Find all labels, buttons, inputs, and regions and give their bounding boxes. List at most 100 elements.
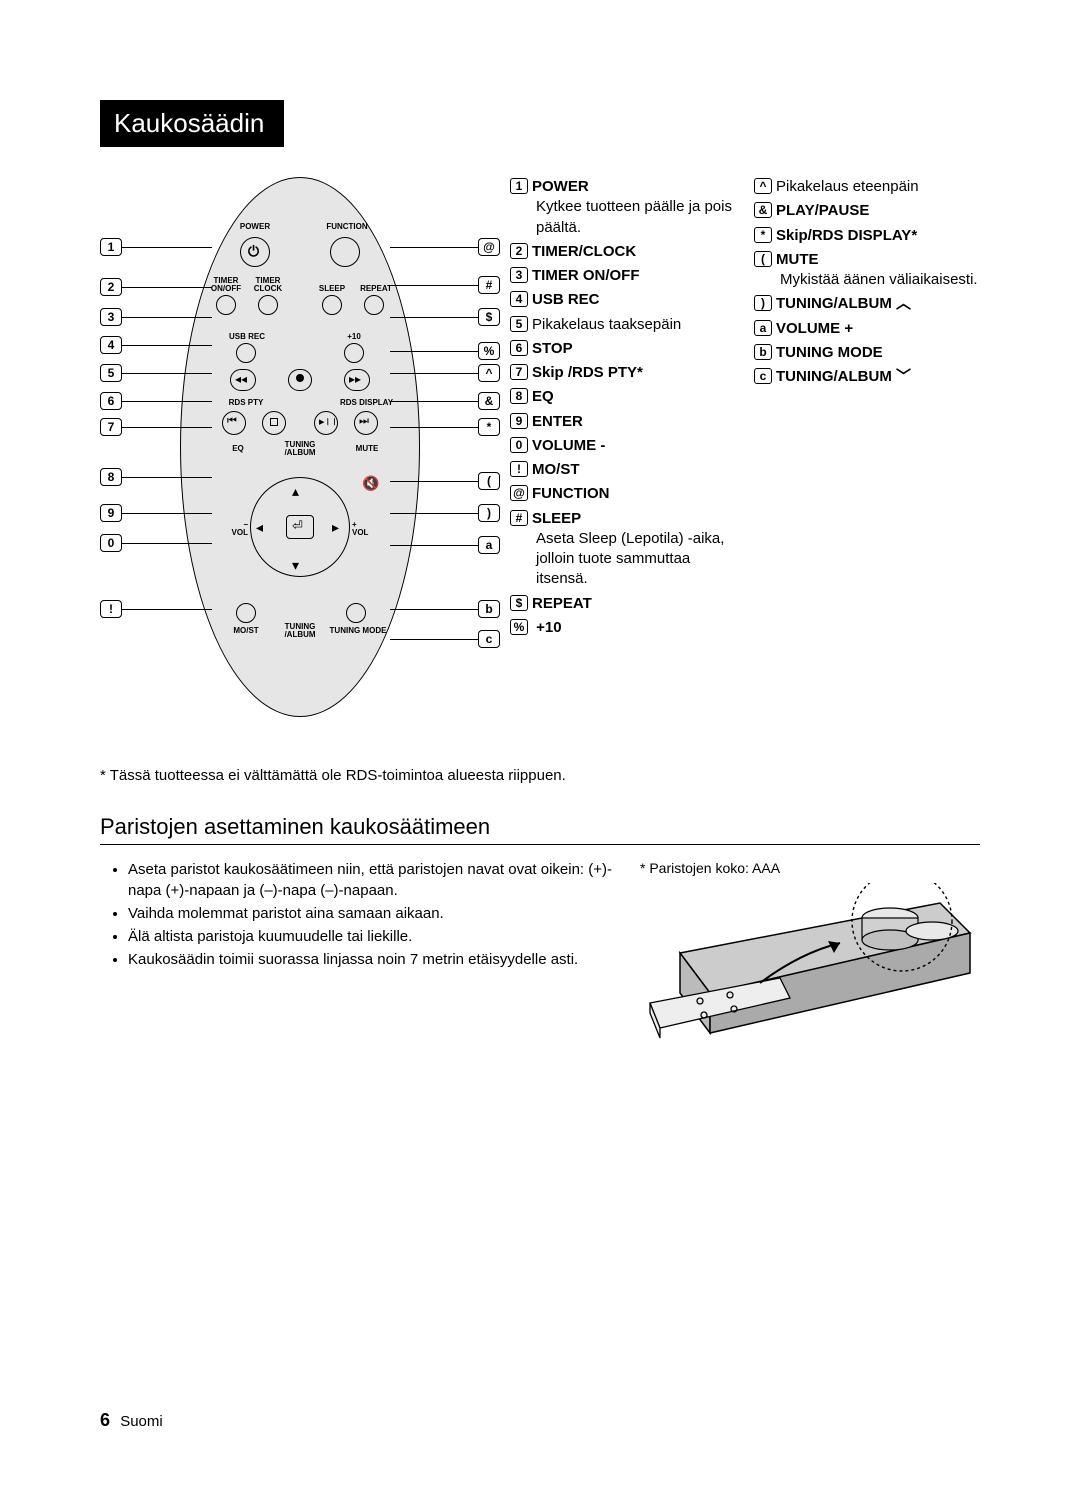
callout-5: 5 — [100, 364, 122, 382]
btn-timer-onoff — [216, 295, 236, 315]
lbl-rdsdisp: RDS DISPLAY — [340, 399, 396, 407]
callout-line — [390, 317, 478, 318]
dpad-down-icon: ▾ — [292, 557, 299, 574]
mute-icon: 🔇 — [362, 475, 379, 492]
callout-!: ! — [100, 600, 122, 618]
battery-bullet: Älä altista paristoja kuumuudelle tai li… — [128, 926, 620, 947]
legend-item: 0VOLUME - — [510, 436, 736, 456]
legend-item: bTUNING MODE — [754, 343, 980, 363]
legend-item: 5Pikakelaus taaksepäin — [510, 315, 736, 335]
lbl-power: POWER — [232, 223, 278, 231]
callout-6: 6 — [100, 392, 122, 410]
callout-%: % — [478, 342, 500, 360]
callout-c: c — [478, 630, 500, 648]
btn-most — [236, 603, 256, 623]
skipback-icon: ⏮ — [227, 415, 237, 428]
callout-(: ( — [478, 472, 500, 490]
callout-a: a — [478, 536, 500, 554]
legend-item: 6STOP — [510, 339, 736, 359]
legend-item: *Skip/RDS DISPLAY* — [754, 226, 980, 246]
lbl-most: MO/ST — [224, 627, 268, 635]
lbl-volminus: − VOL — [218, 521, 248, 537]
callout-line — [122, 513, 212, 514]
callout-0: 0 — [100, 534, 122, 552]
btn-sleep — [322, 295, 342, 315]
rec-icon — [296, 374, 304, 382]
dpad-up-icon: ▴ — [292, 483, 299, 500]
power-icon: ⏻ — [248, 243, 259, 260]
btn-function — [330, 237, 360, 267]
lbl-rdspty: RDS PTY — [224, 399, 268, 407]
legend-item: !MO/ST — [510, 460, 736, 480]
legend-item: 1POWERKytkee tuotteen päälle ja pois pää… — [510, 177, 736, 238]
legend-item: #SLEEPAseta Sleep (Lepotila) -aika, joll… — [510, 509, 736, 590]
battery-list: Aseta paristot kaukosäätimeen niin, että… — [100, 859, 620, 970]
lbl-plus10: +10 — [336, 333, 372, 341]
ff-icon: ▸▸ — [349, 372, 361, 386]
dpad-left-icon: ◂ — [256, 519, 263, 536]
lbl-usbrec: USB REC — [222, 333, 272, 341]
legend-item: &PLAY/PAUSE — [754, 201, 980, 221]
legend-item: cTUNING/ALBUM ﹀ — [754, 367, 980, 387]
legend-item: )TUNING/ALBUM ︿ — [754, 294, 980, 314]
lbl-timer-clock: TIMER CLOCK — [250, 277, 286, 293]
legend-item: ^Pikakelaus eteenpäin — [754, 177, 980, 197]
callout-line — [390, 351, 478, 352]
btn-timer-clock — [258, 295, 278, 315]
btn-plus10 — [344, 343, 364, 363]
battery-heading: Paristojen asettaminen kaukosäätimeen — [100, 814, 980, 845]
callout-&: & — [478, 392, 500, 410]
callout-line — [122, 287, 212, 288]
callout-8: 8 — [100, 468, 122, 486]
callout-line — [390, 513, 478, 514]
legend-item: 3TIMER ON/OFF — [510, 266, 736, 286]
page-lang: Suomi — [120, 1413, 163, 1430]
legend-item: 4USB REC — [510, 290, 736, 310]
callout-line — [390, 401, 478, 402]
callout-$: $ — [478, 308, 500, 326]
legend-item: 9ENTER — [510, 412, 736, 432]
callout-line — [390, 427, 478, 428]
legend-item: % +10 — [510, 618, 736, 638]
legend-item: (MUTEMykistää äänen väliaikaisesti. — [754, 250, 980, 291]
battery-figure: * Paristojen koko: AAA — [640, 859, 980, 1049]
legend-col-2: ^Pikakelaus eteenpäin&PLAY/PAUSE *Skip/RD… — [754, 177, 980, 642]
enter-icon: ⏎ — [292, 518, 303, 534]
battery-text: Aseta paristot kaukosäätimeen niin, että… — [100, 859, 620, 1049]
battery-svg — [640, 883, 980, 1043]
btn-repeat — [364, 295, 384, 315]
callout-1: 1 — [100, 238, 122, 256]
legend-item: 2TIMER/CLOCK — [510, 242, 736, 262]
callout-line — [122, 477, 212, 478]
main-row: ⏻ POWER FUNCTION TIMER ON/OFF TIMER CLOC… — [100, 177, 980, 737]
remote-diagram: ⏻ POWER FUNCTION TIMER ON/OFF TIMER CLOC… — [100, 177, 500, 737]
lbl-timer-onoff: TIMER ON/OFF — [208, 277, 244, 293]
battery-section: Aseta paristot kaukosäätimeen niin, että… — [100, 859, 980, 1049]
skipfwd-icon: ⏭ — [359, 415, 369, 428]
legend-item: $REPEAT — [510, 594, 736, 614]
play-icon: ▸꠰꠰ — [319, 415, 338, 429]
lbl-sleep: SLEEP — [314, 285, 350, 293]
callout-3: 3 — [100, 308, 122, 326]
rds-footnote: * Tässä tuotteessa ei välttämättä ole RD… — [100, 767, 980, 784]
callout-line — [390, 639, 478, 640]
dpad-right-icon: ▸ — [332, 519, 339, 536]
page-number: 6 — [100, 1410, 110, 1430]
callout-line — [122, 317, 212, 318]
callout-line — [122, 373, 212, 374]
callout-line — [122, 543, 212, 544]
callout-line — [122, 345, 212, 346]
legend-col-1: 1POWERKytkee tuotteen päälle ja pois pää… — [510, 177, 736, 642]
lbl-eq: EQ — [228, 445, 248, 453]
callout-^: ^ — [478, 364, 500, 382]
callout-line — [122, 427, 212, 428]
battery-bullet: Aseta paristot kaukosäätimeen niin, että… — [128, 859, 620, 901]
battery-bullet: Kaukosäädin toimii suorassa linjassa noi… — [128, 949, 620, 970]
callout-line — [390, 481, 478, 482]
page-footer: 6 Suomi — [100, 1410, 163, 1431]
lbl-volplus: + VOL — [352, 521, 382, 537]
btn-usbrec — [236, 343, 256, 363]
lbl-tuningalbum2: TUNING /ALBUM — [278, 623, 322, 639]
lbl-tuningmode: TUNING MODE — [328, 627, 388, 635]
callout-9: 9 — [100, 504, 122, 522]
